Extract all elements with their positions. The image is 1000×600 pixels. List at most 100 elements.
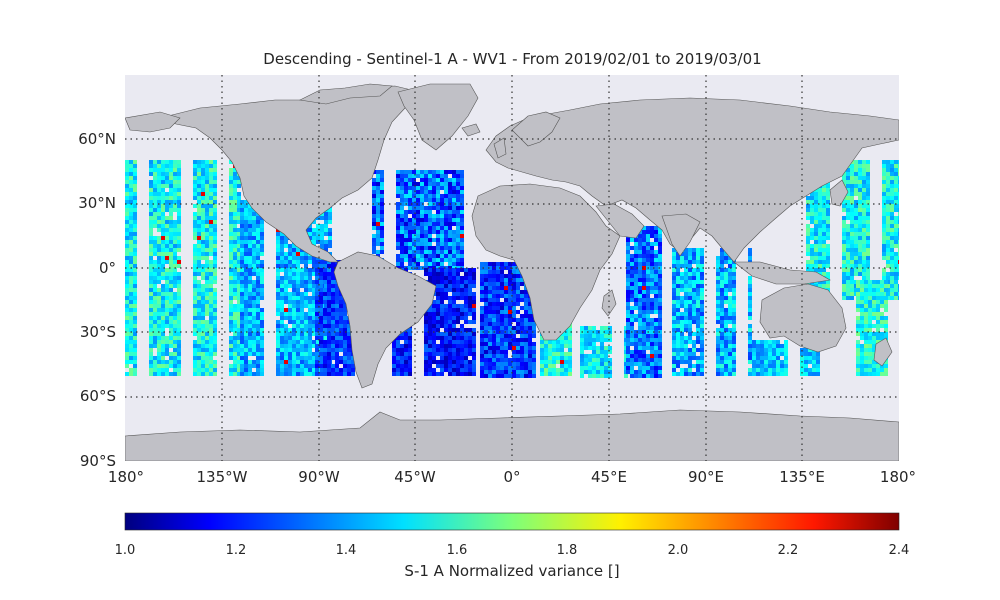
variance-pixel xyxy=(177,272,181,276)
variance-pixel xyxy=(448,348,452,352)
variance-pixel xyxy=(380,234,384,238)
variance-pixel xyxy=(161,352,165,356)
variance-pixel xyxy=(248,360,252,364)
variance-pixel xyxy=(642,226,646,230)
variance-pixel xyxy=(756,352,760,356)
variance-pixel xyxy=(688,268,692,272)
variance-pixel xyxy=(229,188,233,192)
variance-pixel xyxy=(248,312,252,316)
variance-pixel xyxy=(304,372,308,376)
variance-pixel xyxy=(280,304,284,308)
variance-pixel xyxy=(866,176,870,180)
variance-pixel xyxy=(540,344,544,348)
variance-pixel xyxy=(488,374,492,378)
variance-pixel xyxy=(331,280,335,284)
variance-pixel xyxy=(173,188,177,192)
variance-pixel xyxy=(468,272,472,276)
variance-pixel xyxy=(209,200,213,204)
variance-pixel xyxy=(724,288,728,292)
variance-pixel xyxy=(596,374,600,378)
variance-pixel xyxy=(444,234,448,238)
variance-pixel xyxy=(256,264,260,268)
variance-pixel xyxy=(201,348,205,352)
variance-pixel xyxy=(205,168,209,172)
variance-pixel xyxy=(658,362,662,366)
variance-pixel xyxy=(548,368,552,372)
variance-pixel xyxy=(492,282,496,286)
variance-pixel xyxy=(680,320,684,324)
variance-pixel xyxy=(846,232,850,236)
variance-pixel xyxy=(688,320,692,324)
variance-pixel xyxy=(256,216,260,220)
variance-pixel xyxy=(468,288,472,292)
variance-pixel xyxy=(456,246,460,250)
variance-pixel xyxy=(308,360,312,364)
variance-pixel xyxy=(520,278,524,282)
variance-pixel xyxy=(596,354,600,358)
variance-pixel xyxy=(153,304,157,308)
variance-pixel xyxy=(532,358,536,362)
variance-pixel xyxy=(658,346,662,350)
variance-pixel xyxy=(229,200,233,204)
variance-pixel xyxy=(626,330,630,334)
variance-pixel xyxy=(201,340,205,344)
variance-pixel xyxy=(654,294,658,298)
variance-pixel xyxy=(684,316,688,320)
variance-pixel xyxy=(814,284,818,288)
variance-pixel xyxy=(288,256,292,260)
variance-pixel xyxy=(842,296,846,300)
variance-pixel xyxy=(516,366,520,370)
variance-pixel xyxy=(193,292,197,296)
variance-pixel xyxy=(177,340,181,344)
variance-pixel xyxy=(153,356,157,360)
variance-pixel xyxy=(209,352,213,356)
variance-pixel xyxy=(157,208,161,212)
variance-pixel xyxy=(165,308,169,312)
variance-pixel xyxy=(177,304,181,308)
variance-pixel xyxy=(432,198,436,202)
variance-pixel xyxy=(436,360,440,364)
variance-pixel xyxy=(233,272,237,276)
variance-pixel xyxy=(205,320,209,324)
variance-pixel xyxy=(308,300,312,304)
variance-pixel xyxy=(692,320,696,324)
variance-pixel xyxy=(284,316,288,320)
variance-pixel xyxy=(500,270,504,274)
variance-pixel xyxy=(201,184,205,188)
variance-pixel xyxy=(716,304,720,308)
variance-pixel xyxy=(672,288,676,292)
variance-pixel xyxy=(288,344,292,348)
variance-pixel xyxy=(444,336,448,340)
variance-pixel xyxy=(292,300,296,304)
variance-pixel xyxy=(452,234,456,238)
variance-pixel xyxy=(604,354,608,358)
variance-pixel xyxy=(504,294,508,298)
variance-pixel xyxy=(256,224,260,228)
variance-pixel xyxy=(319,280,323,284)
variance-pixel xyxy=(347,332,351,336)
variance-pixel xyxy=(488,362,492,366)
variance-pixel xyxy=(428,324,432,328)
variance-pixel xyxy=(248,296,252,300)
variance-pixel xyxy=(280,240,284,244)
variance-pixel xyxy=(312,340,316,344)
variance-pixel xyxy=(456,340,460,344)
variance-pixel xyxy=(233,360,237,364)
variance-pixel xyxy=(129,372,133,376)
variance-pixel xyxy=(233,340,237,344)
variance-pixel xyxy=(560,356,564,360)
variance-pixel xyxy=(153,328,157,332)
variance-pixel xyxy=(380,202,384,206)
variance-pixel xyxy=(826,232,830,236)
variance-pixel xyxy=(654,254,658,258)
variance-pixel xyxy=(233,332,237,336)
variance-pixel xyxy=(700,304,704,308)
variance-pixel xyxy=(564,352,568,356)
variance-pixel xyxy=(428,272,432,276)
variance-pixel xyxy=(193,248,197,252)
variance-pixel xyxy=(193,288,197,292)
variance-pixel xyxy=(292,336,296,340)
variance-pixel xyxy=(400,190,404,194)
variance-pixel xyxy=(444,316,448,320)
variance-pixel xyxy=(452,344,456,348)
